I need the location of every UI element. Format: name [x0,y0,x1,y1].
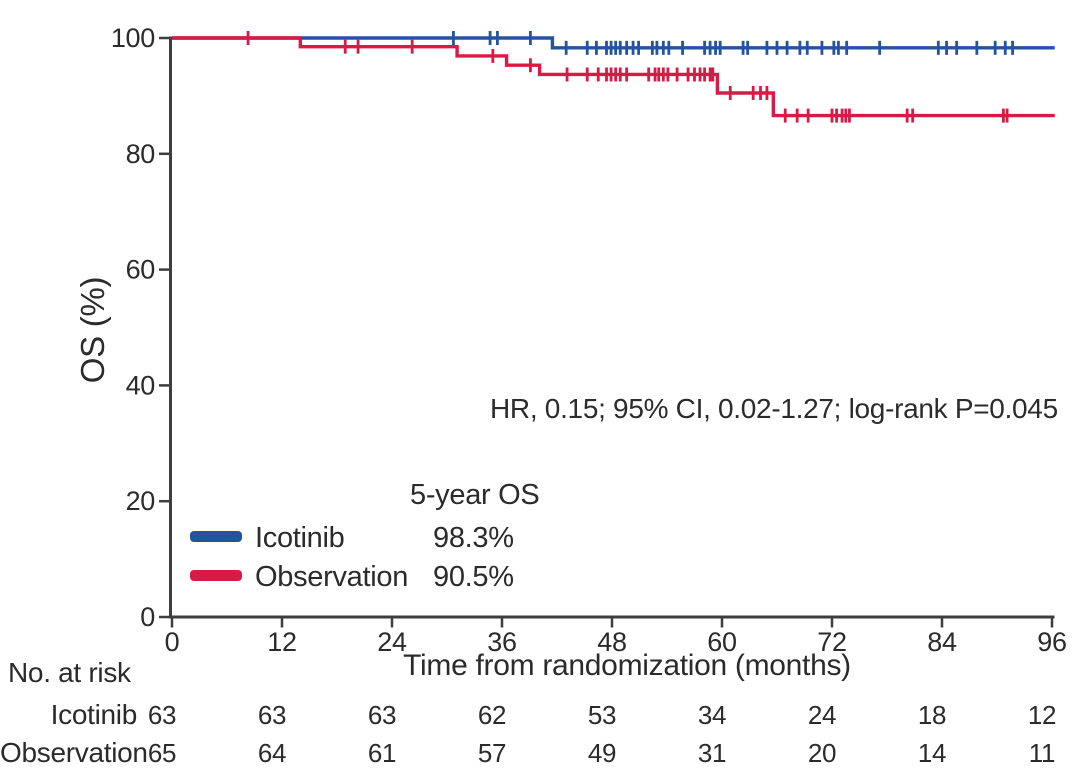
at-risk-value: 18 [917,700,947,730]
at-risk-value: 24 [807,700,837,730]
at-risk-value: 62 [477,700,507,730]
legend-label-observation: Observation [255,561,409,593]
x-tick-label: 72 [817,627,846,657]
at-risk-value: 49 [587,738,617,768]
x-tick-label: 48 [597,627,626,657]
at-risk-value: 20 [807,738,837,768]
at-risk-value: 31 [697,738,727,768]
x-tick-label: 96 [1037,627,1066,657]
y-tick-label: 60 [126,255,155,285]
at-risk-value: 63 [257,700,287,730]
at-risk-value: 34 [697,700,727,730]
x-tick-label: 60 [707,627,736,657]
survival-curve-icotinib [172,36,1055,50]
legend-value-observation: 90.5% [433,561,514,593]
stats-annotation: HR, 0.15; 95% CI, 0.02-1.27; log-rank P=… [490,393,1058,424]
y-tick-label: 80 [126,139,155,169]
at-risk-value: 63 [147,700,177,730]
at-risk-value: 65 [147,738,177,768]
at-risk-value: 64 [257,738,287,768]
y-tick-label: 0 [140,602,155,632]
y-tick-label: 40 [126,370,155,400]
legend-swatch-icotinib [190,531,242,542]
x-axis-title: Time from randomization (months) [403,649,851,682]
at-risk-value: 53 [587,700,617,730]
at-risk-value: 63 [367,700,397,730]
x-tick-label: 36 [487,627,516,657]
at-risk-value: 12 [1027,700,1057,730]
x-tick-label: 12 [267,627,296,657]
at-risk-value: 61 [367,738,397,768]
legend-header: 5-year OS [410,479,540,511]
y-tick-label: 100 [111,23,155,53]
x-tick-label: 84 [927,627,957,657]
at-risk-row-label-icotinib: Icotinib [50,699,138,730]
at-risk-value: 57 [477,738,507,768]
legend-swatch-observation [190,570,242,581]
at-risk-row-label-observation: Observation [0,737,148,768]
legend-value-icotinib: 98.3% [433,522,514,554]
y-axis-title: OS (%) [74,276,111,384]
x-tick-label: 0 [165,627,180,657]
legend-label-icotinib: Icotinib [255,522,345,554]
at-risk-value: 14 [917,738,947,768]
at-risk-value: 11 [1028,738,1056,768]
at-risk-title: No. at risk [8,657,131,688]
x-tick-label: 24 [377,627,407,657]
y-tick-label: 20 [126,486,155,516]
survival-curve-observation [172,36,1055,118]
